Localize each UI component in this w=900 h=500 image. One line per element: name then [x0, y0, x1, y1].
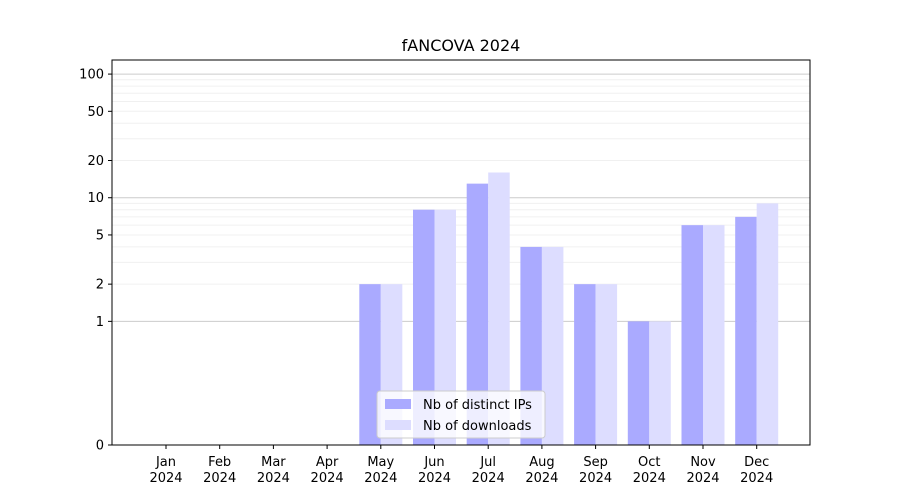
bar-distinct-ips-sep: [574, 284, 596, 445]
x-tick-label-month: Mar: [261, 455, 286, 470]
x-tick-label-year: 2024: [364, 471, 397, 486]
y-axis: 0 1 2 5 10 20 50 100: [79, 68, 112, 454]
y-tick-label: 1: [96, 315, 104, 330]
x-tick-label-month: Jun: [423, 455, 444, 470]
bar-downloads-nov: [703, 225, 725, 445]
grid-lines: [112, 73, 810, 322]
y-tick-label: 100: [79, 68, 104, 83]
x-tick-label-year: 2024: [418, 471, 451, 486]
legend: Nb of distinct IPs Nb of downloads: [376, 390, 546, 439]
x-tick-label-month: Nov: [690, 455, 716, 470]
x-tick-label-year: 2024: [579, 471, 612, 486]
legend-swatch-downloads: [385, 420, 411, 430]
x-tick-label-year: 2024: [203, 471, 236, 486]
x-tick-label-year: 2024: [472, 471, 505, 486]
bar-distinct-ips-nov: [681, 225, 703, 445]
plot-area: [111, 59, 811, 446]
y-tick-label: 0: [96, 439, 104, 454]
x-tick-label-month: Jan: [155, 455, 176, 470]
x-tick-label-year: 2024: [740, 471, 773, 486]
x-axis: Jan2024Feb2024Mar2024Apr2024May2024Jun20…: [149, 445, 773, 486]
x-tick-label-year: 2024: [149, 471, 182, 486]
x-tick-label-month: Oct: [638, 455, 660, 470]
x-tick-label-year: 2024: [311, 471, 344, 486]
x-tick-label-year: 2024: [633, 471, 666, 486]
x-tick-label-month: Aug: [529, 455, 554, 470]
bar-distinct-ips-jul: [466, 183, 489, 445]
bar-downloads-jun: [434, 209, 456, 445]
x-tick-label-month: Apr: [316, 455, 339, 470]
bar-distinct-ips-jun: [413, 209, 435, 445]
bar-distinct-ips-dec: [735, 216, 757, 445]
bars: [359, 172, 779, 446]
legend-box: [376, 390, 546, 439]
x-tick-label-year: 2024: [686, 471, 719, 486]
legend-label-distinct-ips: Nb of distinct IPs: [423, 398, 532, 413]
bar-downloads-oct: [649, 321, 671, 445]
y-tick-label: 50: [87, 105, 104, 120]
bar-downloads-aug: [541, 246, 564, 445]
y-tick-label: 20: [87, 154, 104, 169]
bar-distinct-ips-may: [359, 284, 381, 445]
y-tick-label: 10: [87, 191, 104, 206]
x-tick-label-month: Feb: [208, 455, 231, 470]
legend-label-downloads: Nb of downloads: [423, 419, 532, 434]
bar-downloads-jul: [488, 172, 510, 446]
bar-distinct-ips-oct: [627, 321, 650, 445]
x-tick-label-month: Dec: [744, 455, 769, 470]
x-tick-label-year: 2024: [525, 471, 558, 486]
x-tick-label-month: Jul: [479, 455, 496, 470]
y-tick-label: 2: [96, 278, 104, 293]
y-tick-label: 5: [96, 228, 104, 243]
x-tick-label-month: May: [367, 455, 394, 470]
chart-title: fANCOVA 2024: [402, 36, 521, 55]
x-tick-label-year: 2024: [257, 471, 290, 486]
bar-downloads-dec: [756, 203, 779, 445]
x-tick-label-month: Sep: [583, 455, 608, 470]
legend-swatch-distinct-ips: [385, 399, 411, 409]
bar-downloads-sep: [595, 284, 618, 445]
